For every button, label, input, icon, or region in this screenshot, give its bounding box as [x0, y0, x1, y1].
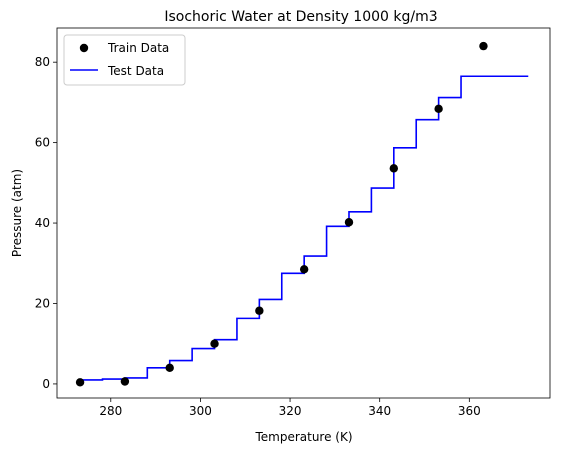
x-axis-label: Temperature (K)	[254, 430, 352, 444]
train-data-point	[255, 306, 264, 315]
x-tick-label: 280	[99, 404, 122, 418]
x-tick-label: 360	[458, 404, 481, 418]
train-data-point	[120, 377, 130, 386]
train-data-point	[75, 378, 85, 387]
y-tick-label: 40	[35, 216, 50, 230]
train-data-point	[210, 339, 219, 348]
y-tick-label: 0	[42, 377, 50, 391]
y-tick-label: 80	[35, 55, 50, 69]
legend-train-marker	[79, 43, 89, 53]
train-data-point	[479, 41, 488, 51]
legend-train-label: Train Data	[107, 41, 169, 55]
axes-frame	[56, 27, 551, 399]
train-data-point	[165, 363, 174, 373]
plot-area: 280 300 320 340 360 0 20 40 60 80	[35, 27, 551, 418]
y-axis-label: Pressure (atm)	[10, 169, 24, 257]
train-data-point	[389, 164, 399, 173]
train-data-point	[434, 104, 443, 114]
chart-title: Isochoric Water at Density 1000 kg/m3	[164, 9, 437, 25]
train-data-point	[299, 265, 309, 274]
legend-test-label: Test Data	[107, 64, 164, 78]
y-tick-label: 60	[35, 136, 50, 150]
x-tick-label: 320	[279, 404, 302, 418]
train-data-point	[344, 218, 354, 227]
legend: Train Data Test Data	[63, 34, 186, 86]
x-tick-label: 300	[189, 404, 212, 418]
legend-box	[63, 34, 186, 86]
y-tick-label: 20	[35, 296, 50, 310]
test-data-step-line	[80, 75, 529, 381]
x-tick-label: 340	[368, 404, 391, 418]
